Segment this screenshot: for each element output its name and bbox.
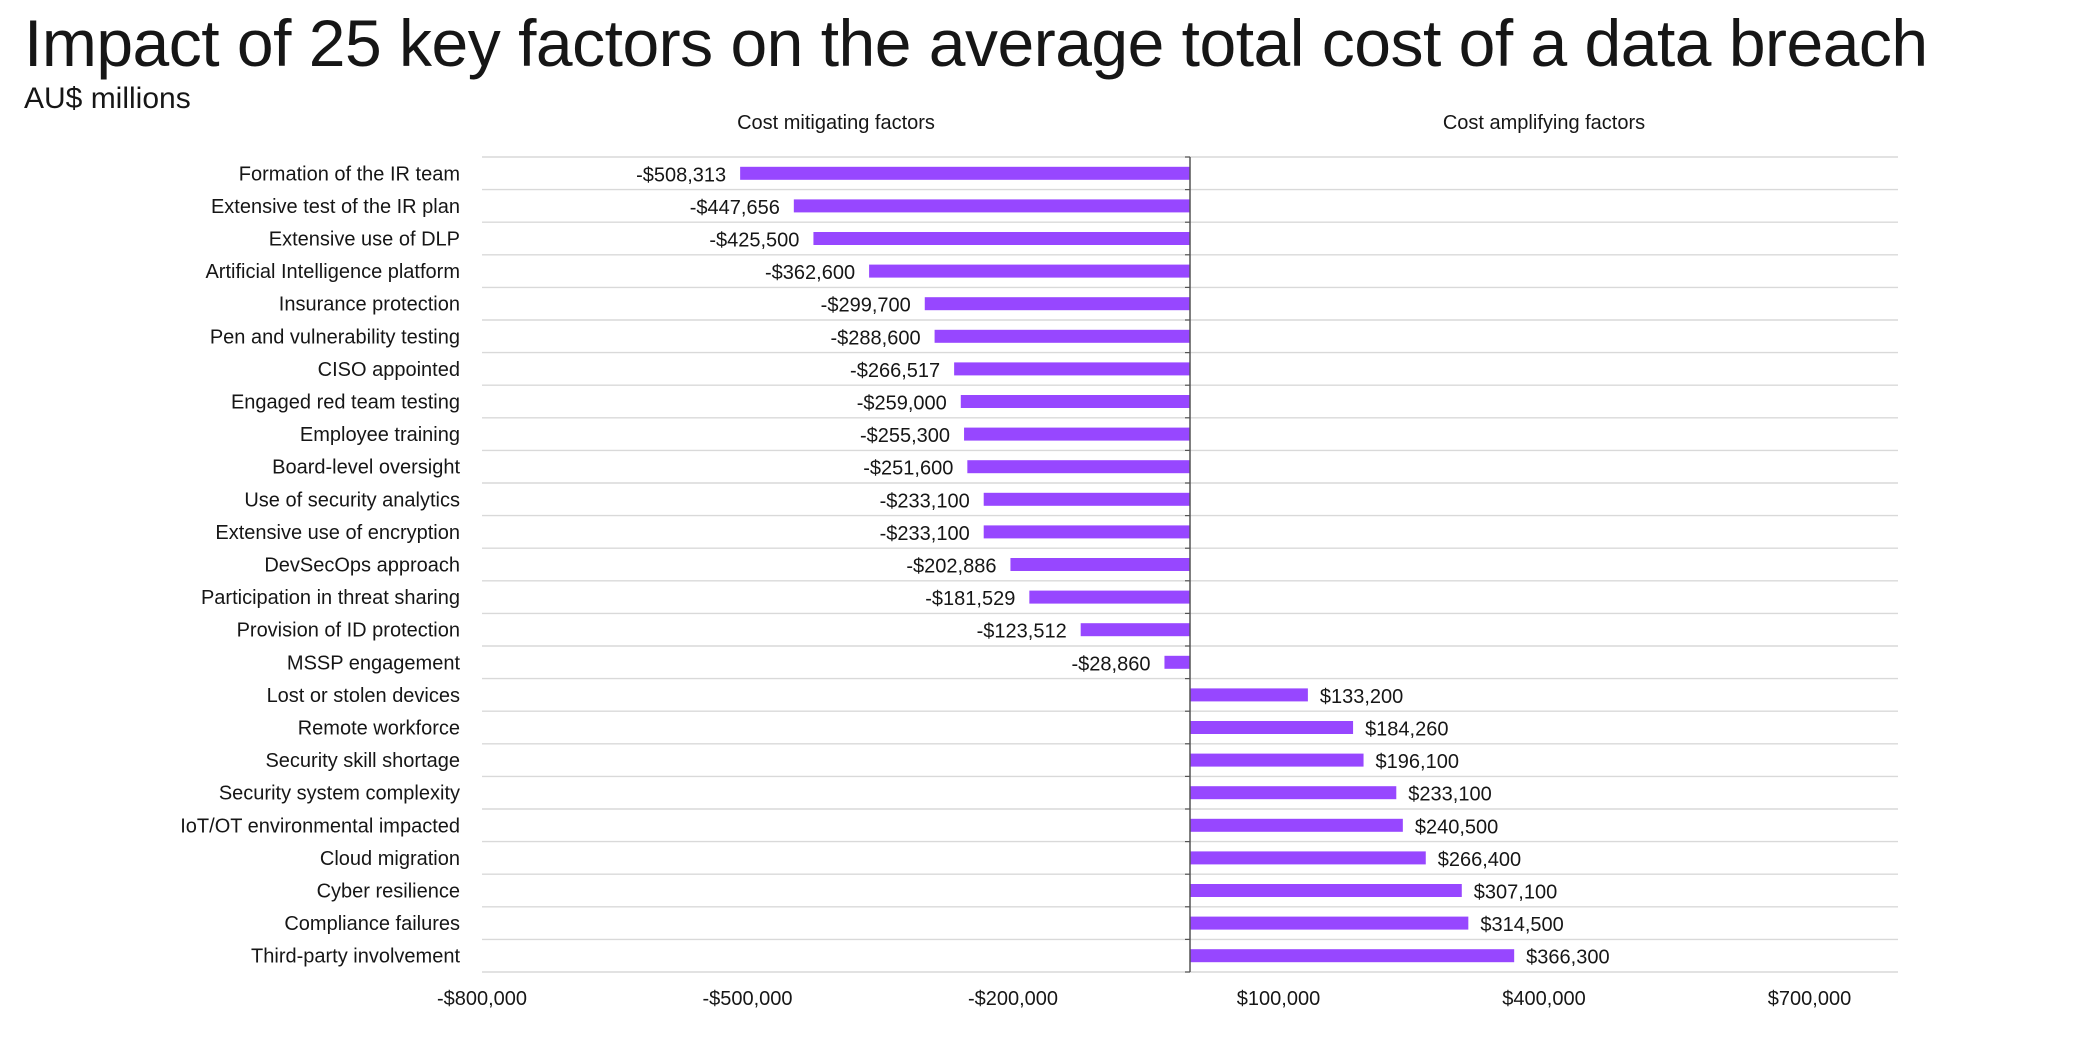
data-label: -$255,300	[860, 425, 950, 447]
bars	[740, 166, 1515, 963]
x-tick-label: -$800,000	[437, 988, 527, 1010]
bar	[934, 329, 1190, 343]
x-tick-label: $700,000	[1768, 988, 1851, 1010]
category-label: Use of security analytics	[244, 489, 460, 511]
bar	[813, 232, 1190, 245]
bar	[1080, 623, 1190, 637]
category-label: Formation of the IR team	[239, 163, 460, 185]
bar	[740, 166, 1190, 180]
data-label: $307,100	[1474, 882, 1557, 904]
axis	[1185, 156, 1191, 973]
bar	[1029, 590, 1190, 604]
category-label: Engaged red team testing	[231, 392, 460, 414]
category-label: Extensive use of DLP	[269, 229, 460, 251]
data-label: -$181,529	[925, 588, 1015, 610]
data-label: -$447,656	[690, 197, 780, 219]
category-label: Security skill shortage	[265, 750, 460, 772]
bar	[1190, 916, 1469, 930]
category-label: Provision of ID protection	[237, 620, 460, 642]
bar	[964, 427, 1190, 441]
bar	[1190, 753, 1364, 767]
category-label: Lost or stolen devices	[267, 685, 460, 707]
data-label: -$362,600	[765, 262, 855, 284]
bar	[954, 362, 1190, 376]
category-label: Extensive use of encryption	[215, 522, 460, 544]
bar	[983, 525, 1190, 539]
category-label: Cloud migration	[320, 848, 460, 870]
data-label: $184,260	[1365, 719, 1448, 741]
data-label: -$288,600	[831, 327, 921, 349]
chart-title: Impact of 25 key factors on the average …	[24, 6, 1928, 80]
bar	[1190, 721, 1354, 734]
bar	[1190, 786, 1397, 800]
category-label: CISO appointed	[318, 359, 460, 381]
category-label: Artificial Intelligence platform	[205, 261, 460, 283]
bar	[793, 199, 1190, 213]
bar	[1190, 688, 1308, 702]
category-label: MSSP engagement	[287, 652, 461, 674]
x-tick-label: -$500,000	[702, 988, 792, 1010]
data-label: $240,500	[1415, 816, 1498, 838]
category-label: Compliance failures	[284, 913, 460, 935]
category-label: Cyber resilience	[317, 881, 460, 903]
bar	[960, 395, 1190, 408]
x-tick-label: $400,000	[1502, 988, 1585, 1010]
data-label: -$233,100	[880, 490, 970, 512]
data-label: -$251,600	[863, 458, 953, 480]
data-label: $266,400	[1438, 849, 1521, 871]
section-label-amplifying: Cost amplifying factors	[1443, 112, 1645, 134]
data-label: -$508,313	[636, 164, 726, 186]
category-label: DevSecOps approach	[264, 555, 460, 577]
category-label: Security system complexity	[219, 783, 460, 805]
category-label: Participation in threat sharing	[201, 587, 460, 609]
data-label: $196,100	[1376, 751, 1459, 773]
bar	[1010, 558, 1190, 571]
data-label: $366,300	[1526, 947, 1609, 969]
bar	[967, 460, 1190, 474]
data-label: $233,100	[1408, 784, 1491, 806]
category-label: Insurance protection	[279, 294, 460, 316]
x-tick-label: $100,000	[1237, 988, 1320, 1010]
section-label-mitigating: Cost mitigating factors	[737, 112, 935, 134]
category-label: Board-level oversight	[272, 457, 460, 479]
bar	[924, 297, 1190, 311]
data-label: -$425,500	[709, 230, 799, 252]
data-label: -$266,517	[850, 360, 940, 382]
bar	[1190, 818, 1403, 832]
bar	[1164, 655, 1190, 669]
category-label: Extensive test of the IR plan	[211, 196, 460, 218]
data-label: $314,500	[1480, 914, 1563, 936]
data-label: -$259,000	[857, 393, 947, 415]
data-label: -$202,886	[906, 556, 996, 578]
data-label: -$299,700	[821, 295, 911, 317]
bar	[1190, 884, 1462, 897]
x-tick-label: -$200,000	[968, 988, 1058, 1010]
data-label: -$233,100	[880, 523, 970, 545]
category-label: Pen and vulnerability testing	[210, 326, 460, 348]
data-label: -$28,860	[1071, 653, 1150, 675]
data-label: $133,200	[1320, 686, 1403, 708]
bar	[1190, 851, 1426, 865]
data-label: -$123,512	[977, 621, 1067, 643]
category-label: Employee training	[300, 424, 460, 446]
category-label: Third-party involvement	[251, 946, 460, 968]
chart-subtitle: AU$ millions	[24, 82, 191, 115]
bar	[869, 264, 1190, 278]
category-label: IoT/OT environmental impacted	[180, 815, 460, 837]
bar	[1190, 949, 1515, 963]
category-label: Remote workforce	[298, 718, 460, 740]
labels: Cost mitigating factors Cost amplifying f…	[180, 112, 1851, 1010]
bar	[983, 492, 1190, 506]
